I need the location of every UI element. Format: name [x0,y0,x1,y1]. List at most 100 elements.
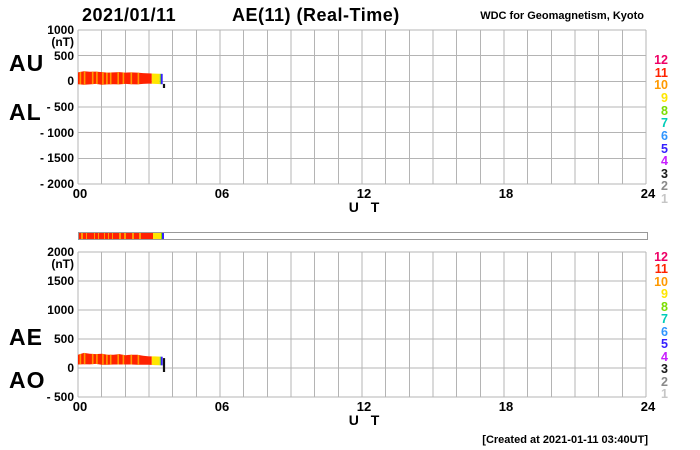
data-band-stripe [91,352,94,366]
data-band-stripe [122,352,125,366]
data-band-stripe [96,352,98,366]
data-band-stripe [96,71,98,85]
y-tick-label: 0 [67,361,74,375]
x-tick-label: 06 [214,399,230,414]
data-band-stripe [109,71,112,85]
y-tick-label: 2000 [47,245,74,259]
axis-label-ae: AE [9,324,43,350]
y-tick-label: 1000 [47,23,74,37]
y-tick-label: 0 [67,74,74,89]
data-band-segment [151,352,160,366]
x-tick-label: 12 [356,186,372,201]
y-tick-label: - 500 [46,390,74,404]
data-band-stripe [137,71,140,85]
coverage-segment [160,233,162,239]
y-tick-label: - 1500 [39,151,74,166]
legend-item: 9 [661,287,668,302]
x-tick-label: 18 [498,399,514,414]
data-coverage-bar [78,232,648,240]
data-band-stripe [102,352,104,366]
y-tick-label: 1500 [47,274,74,288]
y-tick-label: 1000 [47,303,74,317]
data-band-segment [159,71,161,85]
data-band-segment [160,352,163,366]
legend-item: 11 [654,262,668,277]
y-axis-unit: (nT) [51,35,74,49]
y-tick-label: - 500 [46,100,74,114]
data-band-stripe [102,71,104,85]
legend-item: 7 [661,312,668,327]
legend-item: 4 [661,154,668,169]
data-band-stripe [91,71,94,85]
legend-item: 8 [661,299,668,314]
data-band-segment [159,352,161,366]
axis-label-al: AL [9,99,42,125]
y-axis-unit: (nT) [51,257,74,271]
coverage-stripe [111,233,114,239]
x-tick-label: 24 [640,399,656,414]
ut-axis-label-top: U T [348,199,384,215]
data-band-stripe [109,352,112,366]
legend-item: 8 [661,103,668,118]
credit-text: WDC for Geomagnetism, Kyoto [480,10,644,22]
x-tick-label: 06 [214,186,230,201]
data-band-stripe [79,352,82,366]
coverage-stripe [103,233,106,239]
coverage-stripe [139,233,141,239]
x-tick-label: 18 [498,186,514,201]
coverage-stripe [119,233,121,239]
legend-item: 3 [661,166,668,181]
legend-item: 11 [654,65,668,80]
y-tick-label: 500 [53,332,74,346]
legend-item: 9 [661,90,668,105]
plot-title: AE(11) (Real-Time) [232,5,400,25]
coverage-stripe [107,233,110,239]
legend-item: 4 [661,349,668,364]
legend-item: 3 [661,362,668,377]
data-band-segment [151,71,160,85]
legend-item: 12 [654,250,668,264]
legend-item: 1 [661,386,668,401]
data-band-stripe [130,352,133,366]
legend-item: 2 [661,179,668,194]
data-band-stripe [117,71,119,85]
coverage-stripe [97,233,100,239]
end-of-data-tick [162,358,166,372]
end-of-data-tick [162,83,166,88]
x-tick-label: 00 [72,186,88,201]
coverage-stripe [81,233,83,239]
data-band-stripe [79,71,82,85]
y-tick-label: - 1000 [39,125,74,140]
axis-label-au: AU [9,50,45,76]
x-tick-label: 00 [72,399,88,414]
data-band-stripe [106,352,108,366]
legend-item: 10 [654,78,668,93]
data-band-stripe [106,71,108,85]
data-band-stripe [137,352,140,366]
au-al-plot-area [77,29,647,185]
coverage-stripe [85,233,88,239]
legend-item: 12 [654,53,668,67]
x-tick-label: 12 [356,399,372,414]
y-tick-label: - 2000 [39,177,74,191]
data-band-stripe [122,71,125,85]
x-tick-label: 24 [640,186,656,201]
data-band-segment [160,71,163,85]
data-band-stripe [83,352,86,366]
legend-item: 1 [661,192,668,206]
legend-item: 10 [654,274,668,289]
plot-date: 2021/01/11 [82,5,177,25]
data-band-segment [78,352,152,366]
legend-item: 6 [661,128,668,143]
coverage-stripe [124,233,126,239]
legend-item: 7 [661,116,668,131]
data-band-stripe [117,352,119,366]
coverage-segment [161,233,165,239]
coverage-segment [152,233,161,239]
coverage-segment [79,233,153,239]
legend-item: 5 [661,337,668,352]
data-band-stripe [130,71,133,85]
legend-item: 2 [661,374,668,389]
coverage-stripe [132,233,134,239]
